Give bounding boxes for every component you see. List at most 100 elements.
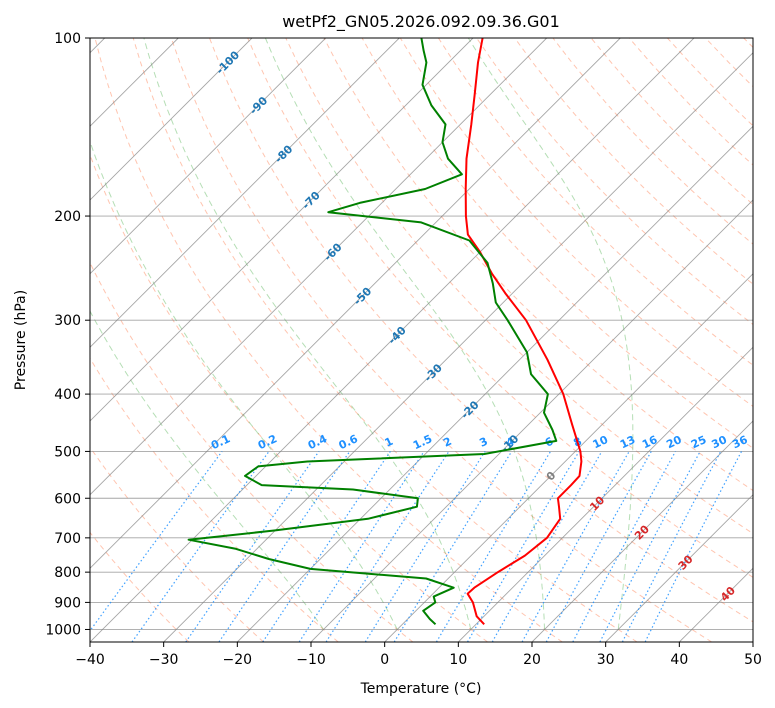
dry-adiabat xyxy=(90,531,190,642)
isotherm-line xyxy=(90,38,400,348)
y-tick-label: 300 xyxy=(54,313,81,329)
x-tick-label: 0 xyxy=(380,652,389,668)
isotherm-line xyxy=(90,38,474,422)
moist-adiabat xyxy=(90,310,324,630)
mixing-ratio-line xyxy=(621,451,722,642)
isotherm-label: -10 xyxy=(498,432,521,455)
mixing-ratio-line xyxy=(393,451,513,642)
mixing-ratio-label: 0.1 xyxy=(209,432,232,452)
mixing-ratio-label: 1 xyxy=(383,435,395,450)
y-tick-label: 1000 xyxy=(45,622,81,638)
y-tick-label: 100 xyxy=(54,31,81,47)
dry-adiabat xyxy=(667,38,753,127)
x-tick-label: 50 xyxy=(744,652,762,668)
mixing-ratio-label: 13 xyxy=(618,433,637,451)
dry-adiabat xyxy=(590,38,753,206)
x-axis-title: Temperature (°C) xyxy=(360,681,482,697)
isotherm-line xyxy=(90,38,253,201)
isotherm-label: -90 xyxy=(247,94,270,117)
moist-adiabat xyxy=(143,38,472,630)
isotherm-line xyxy=(384,273,753,642)
isotherm-line xyxy=(90,38,621,569)
x-tick-label: −40 xyxy=(75,652,105,668)
isotherm-label: -70 xyxy=(300,189,323,212)
x-tick-label: 40 xyxy=(670,652,688,668)
isotherm-line xyxy=(236,125,753,642)
isotherm-label: 40 xyxy=(718,584,738,604)
x-tick-label: −20 xyxy=(223,652,253,668)
mixing-ratio-label: 25 xyxy=(689,433,708,451)
y-tick-label: 200 xyxy=(54,209,81,225)
isotherm-line xyxy=(310,199,753,642)
isotherm-label: -80 xyxy=(272,142,295,165)
mixing-ratio-label: 0.4 xyxy=(306,432,329,452)
moist-adiabat xyxy=(264,38,545,630)
y-tick-label: 700 xyxy=(54,531,81,547)
isotherm-line xyxy=(90,38,548,496)
mixing-ratio-label: 20 xyxy=(664,433,684,451)
mixing-ratio-label: 3 xyxy=(477,435,489,450)
mixing-ratio-line xyxy=(599,451,701,642)
y-tick-label: 900 xyxy=(54,595,81,611)
x-tick-label: 10 xyxy=(449,652,467,668)
mixing-ratio-label: 36 xyxy=(730,433,750,451)
dry-adiabat xyxy=(90,357,339,642)
mixing-ratio-line xyxy=(90,451,223,632)
isotherm-line xyxy=(531,420,753,642)
y-tick-label: 800 xyxy=(54,565,81,581)
mixing-ratio-line xyxy=(298,451,425,642)
dry-adiabat xyxy=(437,38,753,366)
isotherm-line xyxy=(457,346,753,642)
mixing-ratio-line xyxy=(521,451,630,642)
dry-adiabat xyxy=(94,38,563,642)
chart-title: wetPf2_GN05.2026.092.09.36.G01 xyxy=(282,12,560,32)
mixing-ratio-label: 10 xyxy=(591,433,611,451)
y-tick-label: 500 xyxy=(54,444,81,460)
isotherm-label: 30 xyxy=(676,552,696,572)
mixing-ratio-line xyxy=(644,451,743,642)
dewpoint-profile-line xyxy=(187,38,558,626)
isotherm-line xyxy=(90,38,695,642)
dry-adiabat xyxy=(90,153,488,642)
dry-adiabat xyxy=(743,38,753,49)
mixing-ratio-line xyxy=(545,451,652,642)
dry-adiabat xyxy=(170,38,712,642)
mixing-ratio-label: 16 xyxy=(640,433,660,451)
mixing-ratio-line xyxy=(131,451,270,642)
mixing-ratio-line xyxy=(262,451,391,642)
mixing-ratio-line xyxy=(185,451,320,642)
temperature-profile-line xyxy=(464,38,583,625)
isotherm-line xyxy=(678,567,753,642)
isotherm-label: -60 xyxy=(321,240,344,263)
isotherm-label: -40 xyxy=(386,324,409,347)
y-axis-title: Pressure (hPa) xyxy=(13,290,29,390)
dry-adiabat xyxy=(552,38,753,245)
dry-adiabat xyxy=(247,38,753,578)
isotherm-label: -100 xyxy=(214,48,243,77)
moist-adiabat xyxy=(467,38,634,630)
isotherm-line xyxy=(90,38,327,275)
isotherm-line xyxy=(163,52,753,642)
mixing-ratio-label: 30 xyxy=(710,433,730,451)
isotherm-label: -30 xyxy=(422,361,445,384)
plot-frame xyxy=(89,37,754,643)
mixing-ratio-line xyxy=(325,451,450,642)
isotherm-label: 0 xyxy=(544,469,559,484)
dry-adiabat xyxy=(132,38,638,642)
dry-adiabat xyxy=(399,38,753,408)
dry-adiabat xyxy=(209,38,753,623)
dry-adiabat xyxy=(514,38,753,285)
mixing-ratio-line xyxy=(572,451,677,642)
dry-adiabat xyxy=(90,261,414,642)
mixing-ratio-label: 1.5 xyxy=(411,432,434,452)
mixing-ratio-line xyxy=(435,451,552,642)
dry-adiabat xyxy=(90,446,264,642)
isotherm-line xyxy=(605,494,753,642)
isotherm-line xyxy=(752,641,753,642)
x-tick-label: −30 xyxy=(149,652,179,668)
x-tick-label: 20 xyxy=(523,652,541,668)
x-tick-label: −10 xyxy=(296,652,326,668)
moist-adiabat xyxy=(90,139,398,630)
dry-adiabat xyxy=(705,38,753,88)
